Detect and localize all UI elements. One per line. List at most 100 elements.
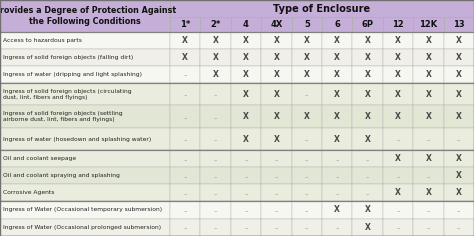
Bar [383,219,413,236]
Bar [444,201,474,219]
Bar [201,17,231,32]
Text: ..: .. [396,207,400,213]
Text: X: X [426,36,431,45]
Text: X: X [426,53,431,62]
Text: ..: .. [305,91,309,97]
Bar [170,17,201,32]
Bar [322,105,352,128]
Text: X: X [395,188,401,197]
Bar [322,167,352,184]
Bar [444,17,474,32]
Text: ..: .. [396,224,400,230]
Text: X: X [456,70,462,79]
Bar [292,219,322,236]
Text: ..: .. [183,224,187,230]
Bar [322,128,352,150]
Bar [383,105,413,128]
Bar [261,201,292,219]
Bar [383,184,413,201]
Text: Corrosive Agents: Corrosive Agents [3,190,55,195]
Bar [352,219,383,236]
Text: ..: .. [335,156,339,162]
Bar [292,32,322,49]
Text: ..: .. [426,173,430,179]
Text: ..: .. [305,224,309,230]
Text: X: X [456,154,462,163]
Text: ..: .. [213,207,218,213]
Text: ..: .. [274,190,279,196]
Text: X: X [365,70,371,79]
Text: ..: .. [213,190,218,196]
Bar [413,184,444,201]
Text: Provides a Degree of Protection Against
the Following Conditions: Provides a Degree of Protection Against … [0,6,176,26]
Text: ..: .. [426,136,430,142]
Bar [231,219,261,236]
Bar [170,49,201,66]
Text: ..: .. [183,114,187,120]
Text: X: X [365,223,371,232]
Bar [0,167,170,184]
Text: X: X [456,171,462,180]
Bar [261,49,292,66]
Text: X: X [395,112,401,121]
Text: X: X [243,53,249,62]
Text: X: X [213,70,219,79]
Bar [201,83,231,105]
Bar [201,105,231,128]
Text: X: X [395,154,401,163]
Bar [413,66,444,83]
Text: ..: .. [213,136,218,142]
Text: ..: .. [305,173,309,179]
Text: 6: 6 [334,20,340,29]
Text: X: X [365,205,371,214]
Bar [201,201,231,219]
Bar [0,66,170,83]
Text: ..: .. [335,224,339,230]
Bar [201,167,231,184]
Bar [352,201,383,219]
Bar [322,219,352,236]
Text: X: X [365,53,371,62]
Text: ..: .. [213,224,218,230]
Bar [413,219,444,236]
Bar [413,32,444,49]
Text: X: X [395,89,401,98]
Bar [444,219,474,236]
Text: X: X [426,154,431,163]
Text: X: X [334,53,340,62]
Bar [231,66,261,83]
Text: X: X [395,36,401,45]
Bar [383,83,413,105]
Text: Ingress of Water (Occasional prolonged submersion): Ingress of Water (Occasional prolonged s… [3,225,161,230]
Bar [292,83,322,105]
Bar [352,66,383,83]
Bar [170,105,201,128]
Bar [261,105,292,128]
Bar [413,128,444,150]
Bar [444,32,474,49]
Bar [444,128,474,150]
Bar [292,201,322,219]
Bar [444,66,474,83]
Text: X: X [213,53,219,62]
Text: X: X [456,188,462,197]
Bar [352,17,383,32]
Text: Ingress of Water (Occasional temporary submersion): Ingress of Water (Occasional temporary s… [3,207,162,212]
Bar [170,150,201,167]
Text: ..: .. [456,224,461,230]
Text: ..: .. [426,207,430,213]
Bar [413,105,444,128]
Bar [383,167,413,184]
Text: X: X [182,53,188,62]
Text: X: X [456,112,462,121]
Bar [201,32,231,49]
Text: X: X [304,70,310,79]
Text: X: X [334,89,340,98]
Bar [322,150,352,167]
Text: X: X [243,89,249,98]
Bar [170,128,201,150]
Bar [292,49,322,66]
Bar [261,83,292,105]
Bar [0,219,170,236]
Bar [383,201,413,219]
